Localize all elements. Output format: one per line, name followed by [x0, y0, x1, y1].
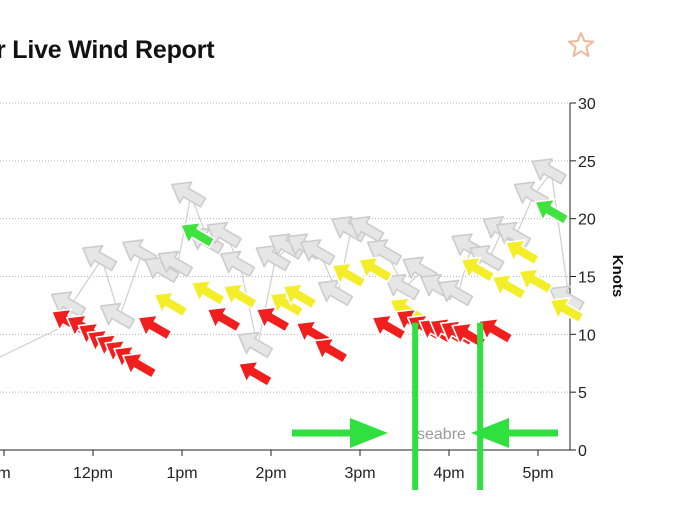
left-annotation-arrow-head: [350, 418, 388, 448]
wind-arrow: [518, 268, 554, 295]
wind-arrow: [222, 283, 258, 310]
y-tick-label: 20: [578, 212, 596, 229]
wind-arrow: [206, 306, 242, 333]
gust-arrow: [82, 244, 118, 272]
wind-arrow: [478, 317, 514, 345]
y-axis-label: Knots: [609, 255, 626, 298]
wind-arrow: [549, 297, 585, 324]
wind-arrow: [282, 283, 318, 310]
wind-arrow: [331, 262, 367, 289]
wind-arrow: [237, 360, 274, 387]
gust-arrow: [349, 216, 385, 243]
gust-arrow: [438, 279, 474, 306]
gust-arrows: [50, 158, 585, 359]
x-tick-label: 4pm: [433, 465, 464, 482]
gust-arrow: [384, 273, 420, 301]
watermark: seabre: [417, 426, 466, 443]
y-tick-label: 5: [578, 385, 587, 402]
gust-arrow: [157, 250, 193, 278]
x-tick-label: 5pm: [522, 465, 553, 482]
wind-arrow: [313, 337, 349, 364]
right-annotation-arrow-head: [471, 418, 509, 448]
wind-arrow: [153, 291, 189, 318]
y-tick-label: 30: [578, 96, 596, 113]
annotation-overlay: [292, 322, 558, 490]
y-tick-label: 10: [578, 327, 596, 344]
wind-arrow: [504, 239, 541, 266]
y-tick-label: 25: [578, 154, 596, 171]
x-tick-label: m: [0, 465, 11, 482]
x-tick-label: 12pm: [73, 465, 113, 482]
gust-arrow: [171, 181, 207, 208]
wind-arrow: [137, 314, 173, 341]
chart-axes: 0 5 10 15 20 25 30 Knots m 12pm 1pm 2pm 3pm 4pm 5pm: [0, 96, 626, 482]
x-tick-label: 3pm: [344, 465, 375, 482]
gust-arrow: [99, 302, 136, 330]
gust-arrow: [219, 250, 256, 278]
gust-arrow: [206, 221, 242, 249]
wind-arrow: [371, 314, 407, 341]
gust-arrow: [531, 158, 567, 185]
y-tick-label: 0: [578, 443, 587, 460]
wind-arrow: [534, 198, 570, 226]
gust-arrow: [317, 279, 354, 306]
wind-arrow: [491, 273, 527, 301]
x-tick-label: 1pm: [166, 465, 197, 482]
wind-arrow: [179, 221, 216, 249]
wind-arrow: [357, 256, 394, 283]
wind-arrow: [122, 352, 158, 379]
star-outline-icon[interactable]: [566, 30, 596, 60]
x-tick-label: 2pm: [255, 465, 286, 482]
y-tick-label: 15: [578, 270, 596, 287]
gust-arrow: [300, 239, 336, 266]
wind-arrows: [50, 198, 585, 387]
wind-arrow: [190, 279, 226, 306]
gust-arrow: [237, 331, 274, 359]
page-title: r Live Wind Report: [0, 36, 215, 64]
